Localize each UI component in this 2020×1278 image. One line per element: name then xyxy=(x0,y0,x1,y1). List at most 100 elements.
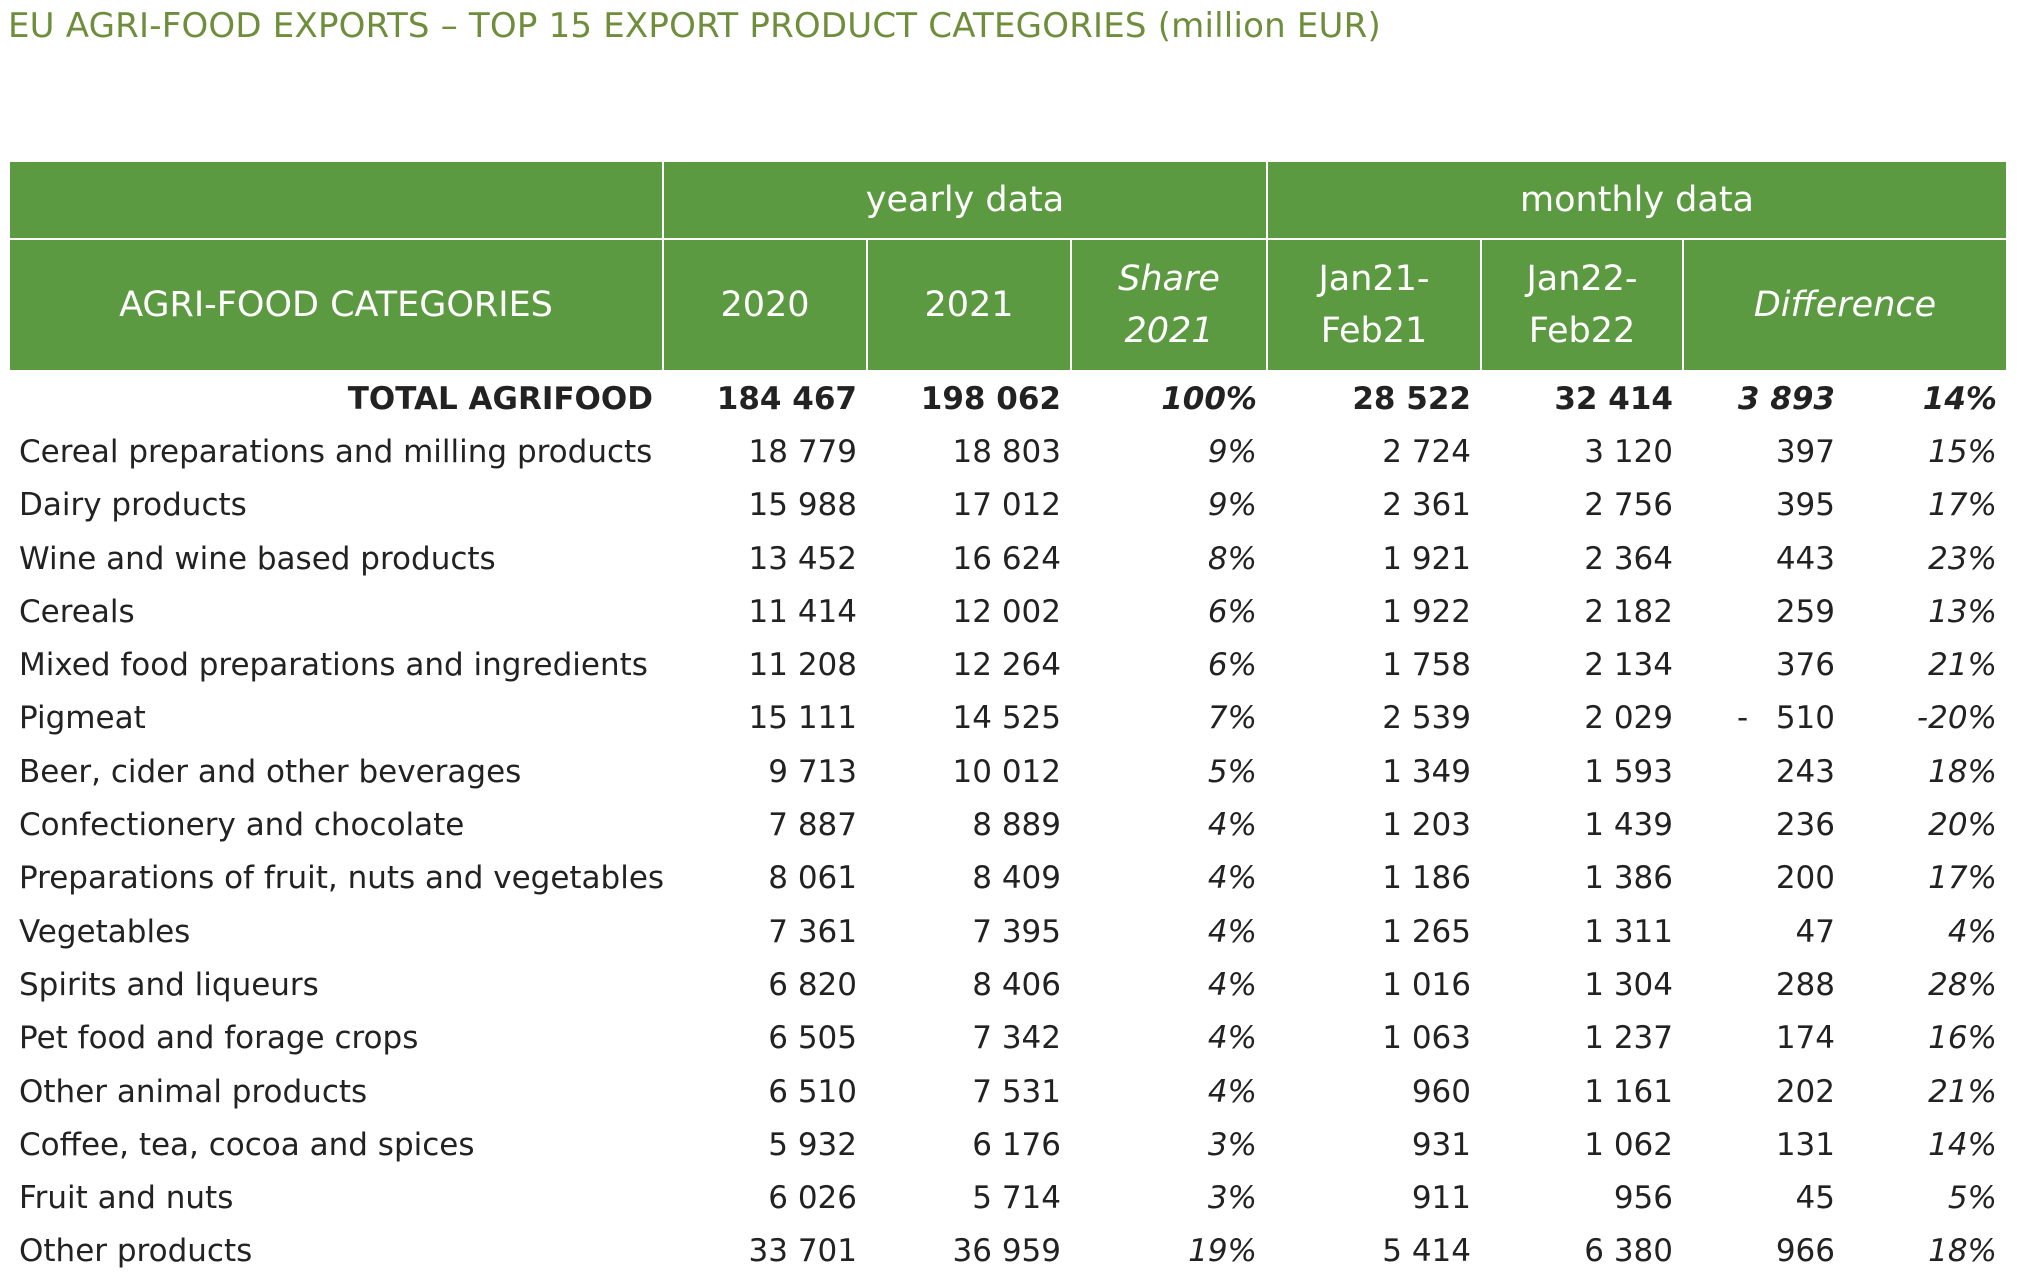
header-group-yearly: yearly data xyxy=(662,160,1268,240)
difference-value: 966 xyxy=(1775,1233,1835,1270)
category-name: Pet food and forage crops xyxy=(19,1020,419,1057)
value-jan21-feb21: 1 758 xyxy=(1382,647,1471,684)
header-share-2021: Share 2021 xyxy=(1070,238,1268,372)
difference-value: 200 xyxy=(1775,860,1835,897)
value-2020: 9 713 xyxy=(768,753,857,790)
share-2021: 9% xyxy=(1207,487,1257,524)
header-m21-line1: Jan21- xyxy=(1318,259,1430,299)
category-name: Preparations of fruit, nuts and vegetabl… xyxy=(19,860,665,897)
share-2021: 3% xyxy=(1207,1126,1257,1163)
table-row: Pet food and forage crops 6 505 7 342 4% 1 0… xyxy=(9,1012,2007,1065)
difference-value: 236 xyxy=(1775,807,1835,844)
value-2020: 8 061 xyxy=(768,860,857,897)
value-jan21-feb21: 5 414 xyxy=(1382,1233,1471,1270)
category-name: Vegetables xyxy=(19,913,191,950)
category-name: Fruit and nuts xyxy=(19,1180,234,1217)
value-2021: 14 525 xyxy=(952,700,1061,737)
total-2020: 184 467 xyxy=(716,380,857,417)
difference-value: 259 xyxy=(1775,593,1835,630)
table-row: Beer, cider and other beverages 9 713 10 0… xyxy=(9,745,2007,798)
difference-value: 202 xyxy=(1775,1073,1835,1110)
value-2021: 7 395 xyxy=(972,913,1061,950)
value-jan21-feb21: 911 xyxy=(1411,1180,1471,1217)
table-row: Other products 33 701 36 959 19% 5 414 6 380 9… xyxy=(9,1225,2007,1278)
difference-pct: 17% xyxy=(1928,860,1997,897)
share-2021: 4% xyxy=(1207,860,1257,897)
table-body: TOTAL AGRIFOOD 184 467 198 062 100% 28 5… xyxy=(9,371,2007,1278)
value-jan22-feb22: 2 756 xyxy=(1584,487,1673,524)
share-2021: 3% xyxy=(1207,1180,1257,1217)
value-jan21-feb21: 1 349 xyxy=(1382,753,1471,790)
category-name: Dairy products xyxy=(19,487,247,524)
difference-value: 174 xyxy=(1775,1020,1835,1057)
value-jan22-feb22: 1 161 xyxy=(1584,1073,1673,1110)
value-jan22-feb22: 2 182 xyxy=(1584,593,1673,630)
total-2021: 198 062 xyxy=(920,380,1061,417)
total-jan21-feb21: 28 522 xyxy=(1352,380,1471,417)
category-name: Beer, cider and other beverages xyxy=(19,753,522,790)
value-jan21-feb21: 1 016 xyxy=(1382,966,1471,1003)
value-jan21-feb21: 931 xyxy=(1411,1126,1471,1163)
value-jan22-feb22: 2 029 xyxy=(1584,700,1673,737)
difference-pct: 21% xyxy=(1928,647,1997,684)
value-2020: 5 932 xyxy=(768,1126,857,1163)
value-2021: 36 959 xyxy=(952,1233,1061,1270)
value-2020: 6 505 xyxy=(768,1020,857,1057)
table-row: Dairy products 15 988 17 012 9% 2 361 2 756 39… xyxy=(9,479,2007,532)
value-2021: 12 002 xyxy=(952,593,1061,630)
header-jan21-feb21: Jan21- Feb21 xyxy=(1266,238,1482,372)
share-2021: 4% xyxy=(1207,966,1257,1003)
value-jan22-feb22: 1 237 xyxy=(1584,1020,1673,1057)
table-row: Wine and wine based products 13 452 16 624… xyxy=(9,532,2007,585)
value-2020: 33 701 xyxy=(748,1233,857,1270)
header-share-line2: 2021 xyxy=(1124,311,1214,351)
share-2021: 4% xyxy=(1207,807,1257,844)
total-row: TOTAL AGRIFOOD 184 467 198 062 100% 28 5… xyxy=(9,371,2007,425)
header-blank-cell xyxy=(8,160,664,240)
total-share: 100% xyxy=(1161,380,1257,417)
share-2021: 5% xyxy=(1207,753,1257,790)
exports-table: yearly data monthly data AGRI-FOOD CATEG… xyxy=(8,160,2008,1278)
share-2021: 4% xyxy=(1207,1020,1257,1057)
table-row: Pigmeat 15 111 14 525 7% 2 539 2 029 -510 -20% xyxy=(9,692,2007,745)
negative-sign: - xyxy=(1737,700,1749,737)
category-name: Cereals xyxy=(19,593,135,630)
table-row: Fruit and nuts 6 026 5 714 3% 911 956 45 5% xyxy=(9,1171,2007,1224)
value-2020: 7 887 xyxy=(768,807,857,844)
value-2020: 13 452 xyxy=(748,540,857,577)
page-title: EU AGRI-FOOD EXPORTS – TOP 15 EXPORT PRO… xyxy=(8,6,1381,46)
category-name: Coffee, tea, cocoa and spices xyxy=(19,1126,475,1163)
header-m22-line1: Jan22- xyxy=(1526,259,1638,299)
share-2021: 8% xyxy=(1207,540,1257,577)
value-jan22-feb22: 2 364 xyxy=(1584,540,1673,577)
table-row: Mixed food preparations and ingredients 1… xyxy=(9,638,2007,691)
value-2020: 6 820 xyxy=(768,966,857,1003)
value-jan22-feb22: 1 062 xyxy=(1584,1126,1673,1163)
value-2021: 7 531 xyxy=(972,1073,1061,1110)
table-row: Preparations of fruit, nuts and vegetabl… xyxy=(9,852,2007,905)
value-2021: 6 176 xyxy=(972,1126,1061,1163)
value-jan22-feb22: 1 311 xyxy=(1584,913,1673,950)
value-jan21-feb21: 1 186 xyxy=(1382,860,1471,897)
value-2020: 15 988 xyxy=(748,487,857,524)
value-2020: 7 361 xyxy=(768,913,857,950)
value-2021: 8 889 xyxy=(972,807,1061,844)
category-name: Other products xyxy=(19,1233,253,1270)
value-jan21-feb21: 1 921 xyxy=(1382,540,1471,577)
difference-pct: 15% xyxy=(1928,433,1997,470)
value-2020: 15 111 xyxy=(748,700,857,737)
value-2021: 7 342 xyxy=(972,1020,1061,1057)
difference-pct: 16% xyxy=(1928,1020,1997,1057)
difference-amount: 510 xyxy=(1775,700,1835,737)
category-name: Spirits and liqueurs xyxy=(19,966,319,1003)
value-2021: 12 264 xyxy=(952,647,1061,684)
category-name: Wine and wine based products xyxy=(19,540,496,577)
table-row: Other animal products 6 510 7 531 4% 960 1 16… xyxy=(9,1065,2007,1118)
value-jan21-feb21: 1 265 xyxy=(1382,913,1471,950)
share-2021: 19% xyxy=(1188,1233,1257,1270)
header-group-monthly: monthly data xyxy=(1266,160,2008,240)
value-2020: 6 510 xyxy=(768,1073,857,1110)
table-row: Confectionery and chocolate 7 887 8 889 4% 1… xyxy=(9,798,2007,851)
value-2021: 8 406 xyxy=(972,966,1061,1003)
value-jan21-feb21: 2 361 xyxy=(1382,487,1471,524)
